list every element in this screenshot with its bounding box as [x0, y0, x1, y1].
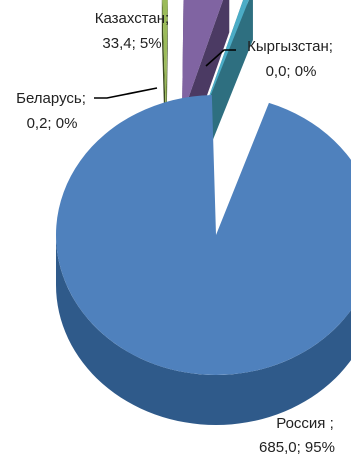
- slice-label-kyrgyzstan-line2: 0,0; 0%: [266, 63, 317, 80]
- slice-label-belarus-line2: 0,2; 0%: [27, 115, 78, 132]
- pie-slice-top-казахстан: [182, 0, 224, 116]
- leader-line-kyrgyzstan: [205, 49, 236, 67]
- slice-label-kazakhstan-line2: 33,4; 5%: [102, 35, 161, 52]
- slice-label-russia-line2: 685,0; 95%: [259, 439, 335, 456]
- pie-slice-россия: [56, 95, 351, 425]
- pie-slice-top-беларусь: [162, 0, 168, 126]
- pie-slice-wall-кыргызстан: [200, 0, 253, 172]
- leader-line-belarus: [94, 87, 158, 99]
- slice-label-russia-line1: Россия ;: [276, 415, 334, 432]
- pie-slice-side-россия: [56, 235, 351, 425]
- slice-label-kyrgyzstan-line1: Кыргызстан;: [247, 38, 333, 55]
- slice-label-kazakhstan-line1: Казахстан;: [95, 10, 169, 27]
- pie-slice-top-россия: [56, 95, 351, 375]
- slice-label-belarus-line1: Беларусь;: [16, 90, 86, 107]
